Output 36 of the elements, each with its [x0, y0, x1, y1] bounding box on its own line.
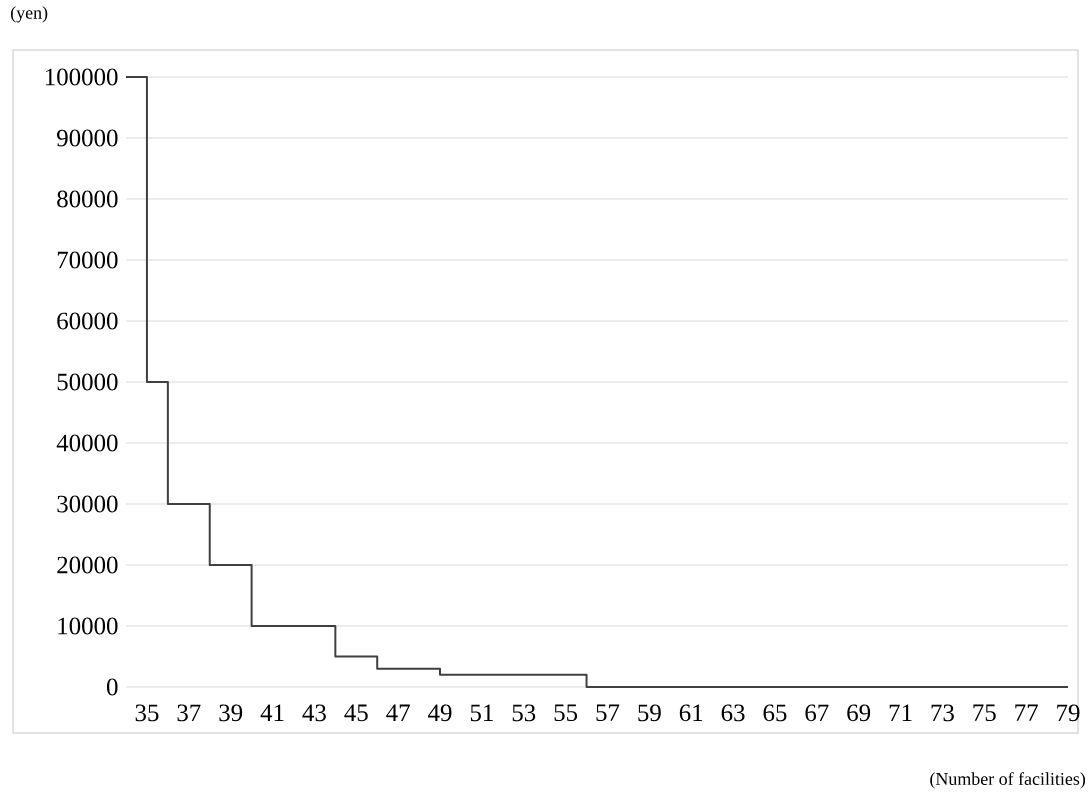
y-tick-label: 20000 [57, 556, 118, 574]
x-tick-label: 45 [344, 704, 368, 722]
y-tick-label: 40000 [56, 434, 118, 452]
x-tick-label: 71 [889, 704, 912, 721]
x-tick-label: 51 [470, 704, 493, 722]
x-tick-label: 63 [721, 704, 745, 722]
x-tick-label: 55 [554, 704, 578, 722]
x-tick-label: 79 [1057, 704, 1080, 722]
x-tick-label: 57 [596, 704, 620, 722]
x-tick-label: 75 [973, 704, 996, 722]
x-tick-label: 65 [763, 704, 787, 722]
x-tick-label: 37 [177, 704, 201, 722]
y-axis-title: (yen) [10, 6, 48, 23]
y-tick-label: 70000 [57, 251, 118, 269]
x-tick-label: 53 [512, 704, 536, 722]
y-tick-label: 60000 [57, 312, 118, 330]
x-tick-label: 61 [679, 704, 703, 722]
x-tick-label: 39 [219, 704, 243, 722]
y-tick-label: 100000 [45, 68, 118, 86]
x-tick-label: 67 [805, 704, 829, 722]
y-tick-label: 80000 [57, 190, 118, 208]
x-tick-label: 73 [931, 704, 954, 722]
y-tick-label: 10000 [58, 617, 118, 635]
x-tick-label: 41 [260, 704, 284, 721]
x-axis-title: (Number of facilities) [930, 772, 1086, 789]
y-tick-label: 0 [106, 678, 118, 696]
y-tick-label: 30000 [57, 495, 118, 513]
x-tick-label: 43 [302, 704, 326, 722]
x-tick-label: 59 [638, 704, 661, 722]
x-tick-label: 47 [386, 704, 410, 721]
y-tick-label: 90000 [57, 129, 118, 147]
x-tick-label: 35 [135, 704, 159, 722]
x-tick-label: 69 [847, 704, 871, 722]
x-tick-label: 77 [1015, 704, 1038, 721]
y-tick-label: 50000 [57, 373, 118, 391]
x-tick-label: 49 [428, 704, 452, 722]
